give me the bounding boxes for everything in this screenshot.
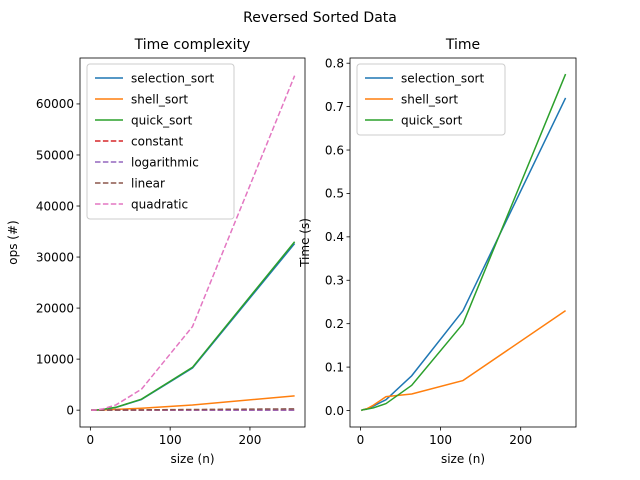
legend: selection_sort shell_sort quick_sortconsta…: [86, 63, 235, 220]
series-line-shell-sort: [360, 310, 567, 412]
series-line-quadratic: [91, 75, 296, 411]
y-tick-label: 0.1: [325, 360, 344, 374]
legend-label-shell-sort: shell_sort: [401, 92, 458, 106]
y-tick-label: 60000: [36, 97, 74, 111]
legend-label-quick-sort: quick_sort: [401, 113, 463, 127]
y-tick-label: 0.6: [325, 143, 344, 157]
series-line-quick-sort: [360, 73, 567, 412]
x-tick-label: 100: [429, 433, 452, 447]
y-tick-label: 20000: [36, 301, 74, 315]
y-tick-label: 0.0: [325, 404, 344, 418]
x-axis-label: size (n): [170, 452, 214, 466]
x-axis-label: size (n): [441, 452, 485, 466]
x-tick-label: 200: [238, 433, 261, 447]
y-axis-label: Time (s): [298, 218, 312, 268]
axes-frame: [349, 57, 577, 428]
legend-label-shell-sort: shell_sort: [131, 92, 188, 106]
legend-label-selection-sort: selection_sort: [401, 71, 484, 85]
y-axis-label: ops (#): [6, 220, 20, 264]
plot-time: Time 0 100 200 0.0 0.1 0.2 0.3 0.4 0.5 0.6 0.7 0.8 si…: [298, 37, 577, 466]
legend-label-quadratic: quadratic: [131, 197, 188, 211]
legend-label-logarithmic: logarithmic: [131, 155, 199, 169]
legend-frame: [86, 63, 235, 220]
x-tick-label: 0: [357, 433, 365, 447]
x-tick-label: 200: [509, 433, 532, 447]
axes-frame: [79, 57, 306, 428]
legend: selection_sort shell_sort quick_sort: [356, 63, 506, 136]
legend-label-linear: linear: [131, 176, 165, 190]
figure-suptitle: Reversed Sorted Data: [243, 10, 397, 26]
y-tick-label: 0: [66, 403, 74, 417]
legend-label-quick-sort: quick_sort: [131, 113, 193, 127]
axes-title: Time: [445, 37, 480, 53]
legend-label-constant: constant: [131, 134, 183, 148]
y-tick-label: 0.2: [325, 317, 344, 331]
y-tick-label: 0.5: [325, 187, 344, 201]
axes-title: Time complexity: [134, 37, 251, 53]
series-line-shell-sort: [91, 395, 295, 411]
y-tick-label: 30000: [36, 250, 74, 264]
series-lines: [91, 75, 296, 411]
y-tick-label: 40000: [36, 199, 74, 213]
series-line-selection-sort: [360, 97, 567, 412]
series-lines: [360, 73, 567, 412]
y-tick-label: 10000: [36, 352, 74, 366]
y-tick-label: 0.4: [325, 230, 344, 244]
legend-label-selection-sort: selection_sort: [131, 71, 214, 85]
x-tick-label: 100: [159, 433, 182, 447]
plot-time-complexity: Time complexity 0 100 200 0 10000 20000 30000 40…: [6, 37, 306, 466]
y-tick-label: 0.3: [325, 274, 344, 288]
y-tick-label: 0.7: [325, 100, 344, 114]
y-tick-label: 0.8: [325, 57, 344, 71]
x-tick-label: 0: [87, 433, 95, 447]
y-tick-label: 50000: [36, 148, 74, 162]
legend-frame: [356, 63, 506, 136]
